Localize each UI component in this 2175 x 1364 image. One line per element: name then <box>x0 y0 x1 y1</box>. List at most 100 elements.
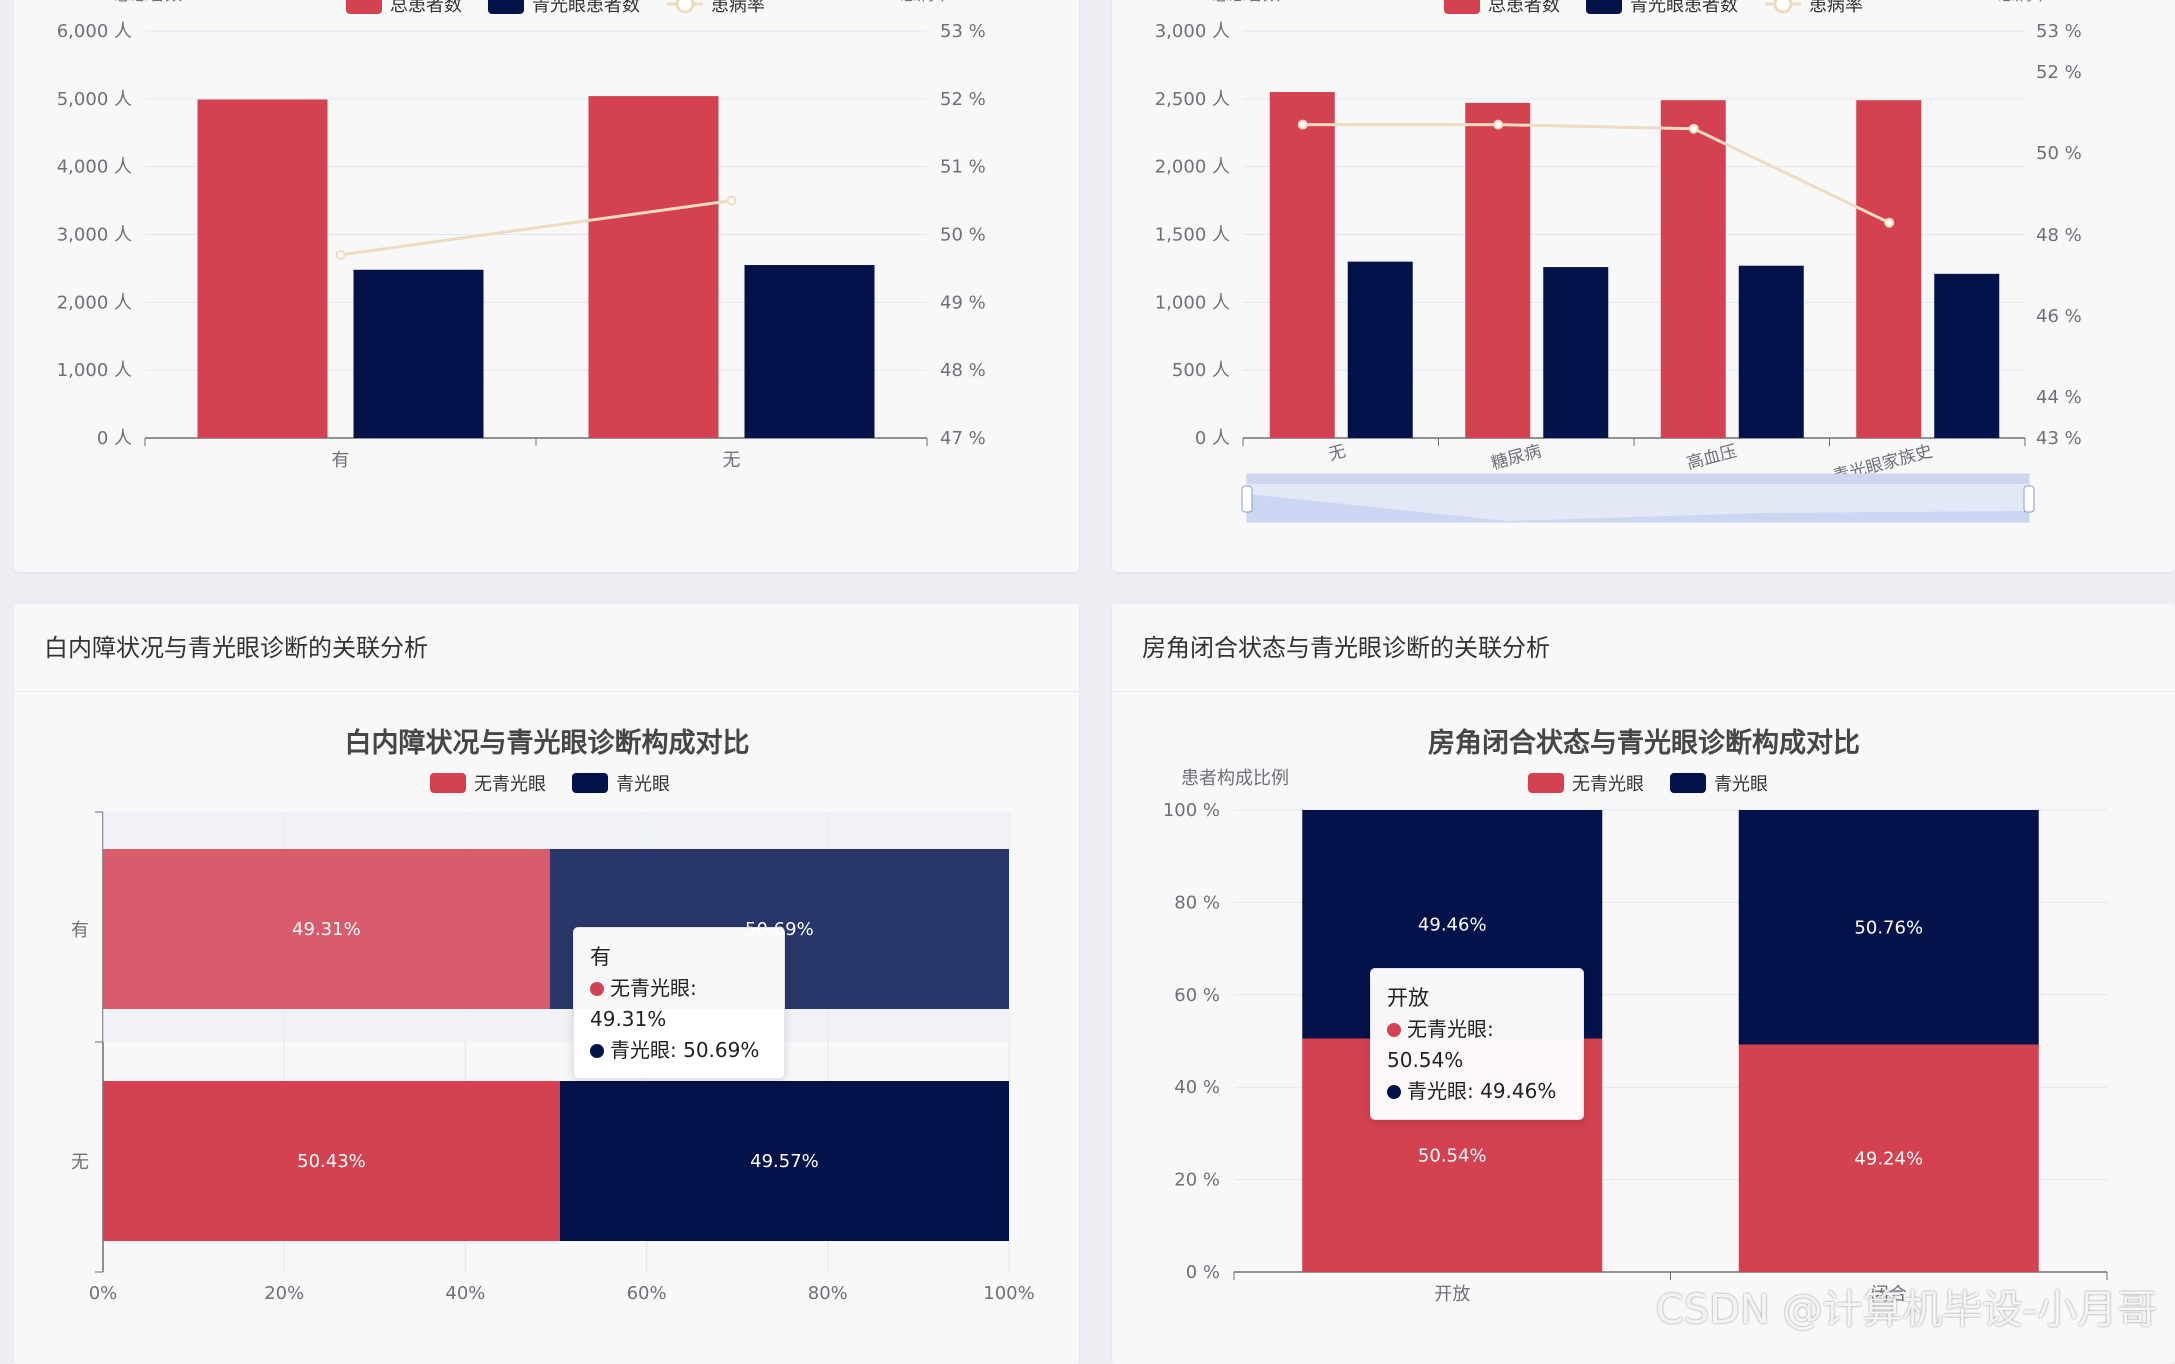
y-tick-label: 2,000 人 <box>57 292 132 313</box>
tooltip: 有 无青光眼: 49.31% 青光眼: 50.69% <box>573 927 785 1079</box>
zoom-slider-bar[interactable] <box>1247 474 2029 484</box>
y2-tick-label: 50 % <box>940 225 986 246</box>
y-axis-name: 总患者数 <box>1212 0 1280 5</box>
y-tick-label: 0 % <box>1186 1262 1220 1283</box>
dot-icon <box>590 1044 604 1058</box>
legend-label: 总患者数 <box>1488 0 1560 16</box>
bar-total <box>1269 92 1335 439</box>
tooltip-title: 有 <box>590 945 611 969</box>
y-tick-label: 0 人 <box>1195 428 1230 449</box>
y-tick-label: 6,000 人 <box>57 21 132 42</box>
card-top-left: 总患者数 青光眼患者数 患病率 总患者数 患病率 0 人 47 % 1,000 人 48 % 2,… <box>14 0 1079 572</box>
x-tick-label: 无 <box>723 450 741 471</box>
y-tick-label: 1,500 人 <box>1155 225 1230 246</box>
zoom-handle-right-icon[interactable] <box>2023 485 2035 513</box>
watermark: CSDN @计算机毕设-小月哥 <box>1655 1287 2157 1333</box>
x-tick-label: 高血压 <box>1685 442 1739 475</box>
card-title: 房角闭合状态与青光眼诊断的关联分析 <box>1142 634 1550 662</box>
legend-swatch-icon <box>430 773 466 793</box>
x-tick-label: 0% <box>89 1283 118 1304</box>
rate-point <box>1297 119 1308 130</box>
y-tick-label: 60 % <box>1174 985 1220 1006</box>
y2-tick-label: 51 % <box>940 157 986 178</box>
rate-point <box>1688 123 1699 134</box>
legend-swatch-icon <box>346 0 382 14</box>
dot-icon <box>1387 1085 1401 1099</box>
chart-title: 房角闭合状态与青光眼诊断构成对比 <box>1428 727 1860 759</box>
zoom-handle-left-icon[interactable] <box>1241 485 1253 513</box>
y-tick-label: 2,500 人 <box>1155 89 1230 110</box>
x-tick-label: 100% <box>983 1283 1034 1304</box>
y-tick-label: 2,000 人 <box>1155 157 1230 178</box>
dot-icon <box>590 982 604 996</box>
y2-tick-label: 53 % <box>940 21 986 42</box>
card-top-right: 总患者数 青光眼患者数 患病率 总患者数 患病率 0 人 500 人 1,000 人 1,500… <box>1112 0 2175 572</box>
bar-total <box>1856 100 1922 438</box>
bar-total <box>588 96 719 439</box>
data-label: 50.54% <box>1418 1145 1487 1166</box>
bar-glaucoma <box>1738 265 1804 438</box>
legend-swatch-icon <box>1444 0 1480 14</box>
bar-glaucoma <box>744 265 875 438</box>
card-angle-closure: 房角闭合状态与青光眼诊断的关联分析 房角闭合状态与青光眼诊断构成对比患者构成比例… <box>1112 604 2175 1364</box>
y2-tick-label: 44 % <box>2036 387 2082 408</box>
y2-axis-name: 患病率 <box>1998 0 2049 5</box>
legend-circle-icon <box>1773 0 1793 14</box>
x-tick-label: 无 <box>1326 442 1348 466</box>
bar-no-glaucoma <box>1738 1044 2039 1272</box>
rate-line <box>340 199 732 257</box>
y-tick-label: 20 % <box>1174 1170 1220 1191</box>
x-tick-label: 开放 <box>1434 1284 1470 1305</box>
data-label: 50.76% <box>1854 917 1923 938</box>
zoom-slider-preview[interactable] <box>1247 494 2029 522</box>
x-tick-label: 有 <box>332 450 350 471</box>
card-title: 白内障状况与青光眼诊断的关联分析 <box>44 634 428 662</box>
y-tick-label: 0 人 <box>97 428 132 449</box>
bar-glaucoma <box>353 269 484 438</box>
y-tick-label: 1,000 人 <box>1155 292 1230 313</box>
x-tick-label: 60% <box>627 1283 667 1304</box>
y2-tick-label: 48 % <box>940 360 986 381</box>
legend-label: 青光眼 <box>616 774 670 795</box>
legend-label: 青光眼患者数 <box>1630 0 1738 16</box>
card-header: 白内障状况与青光眼诊断的关联分析 <box>14 604 1079 692</box>
legend-label: 总患者数 <box>390 0 462 16</box>
y-tick-label: 3,000 人 <box>57 225 132 246</box>
y-tick-label: 40 % <box>1174 1077 1220 1098</box>
y-tick-label: 100 % <box>1163 800 1220 821</box>
data-label: 49.31% <box>292 919 361 940</box>
tooltip-row: 青光眼: 50.69% <box>590 1035 768 1066</box>
chart-total-by-history: 总患者数 青光眼患者数 患病率 总患者数 患病率 0 人 500 人 1,000 人 1,500… <box>1155 0 2082 523</box>
bar-total <box>1465 102 1531 439</box>
legend-label: 患病率 <box>1809 0 1863 16</box>
legend-label: 青光眼患者数 <box>532 0 640 16</box>
bar-total <box>1660 100 1726 438</box>
legend-swatch-icon <box>1586 0 1622 14</box>
legend-label: 青光眼 <box>1714 774 1768 795</box>
bar-no-glaucoma <box>103 849 550 1009</box>
card-header: 房角闭合状态与青光眼诊断的关联分析 <box>1112 604 2175 692</box>
y2-tick-label: 53 % <box>2036 21 2082 42</box>
y2-tick-label: 46 % <box>2036 306 2082 327</box>
y-tick-label: 4,000 人 <box>57 157 132 178</box>
y-tick-label: 5,000 人 <box>57 89 132 110</box>
bar-glaucoma <box>1738 810 2039 1045</box>
y-tick-label: 80 % <box>1174 892 1220 913</box>
y-axis-name: 患者构成比例 <box>1181 768 1289 789</box>
y-tick-label: 有 <box>71 920 89 941</box>
x-tick-label: 糖尿病 <box>1489 442 1543 475</box>
y2-tick-label: 43 % <box>2036 428 2082 449</box>
chart-total-by-group: 总患者数 青光眼患者数 患病率 总患者数 患病率 0 人 47 % 1,000 人 48 % 2,… <box>57 0 986 471</box>
rate-line <box>1302 123 1890 225</box>
tooltip-row: 无青光眼: 50.54% <box>1387 1017 1494 1072</box>
y2-tick-label: 52 % <box>2036 62 2082 83</box>
chart-title: 白内障状况与青光眼诊断构成对比 <box>345 727 750 759</box>
legend-label: 无青光眼 <box>474 774 546 795</box>
y-tick-label: 无 <box>71 1152 89 1173</box>
y-tick-label: 3,000 人 <box>1155 21 1230 42</box>
tooltip: 开放 无青光眼: 50.54% 青光眼: 49.46% <box>1370 968 1584 1120</box>
rate-point <box>1493 119 1504 130</box>
dot-icon <box>1387 1023 1401 1037</box>
y2-tick-label: 48 % <box>2036 225 2082 246</box>
